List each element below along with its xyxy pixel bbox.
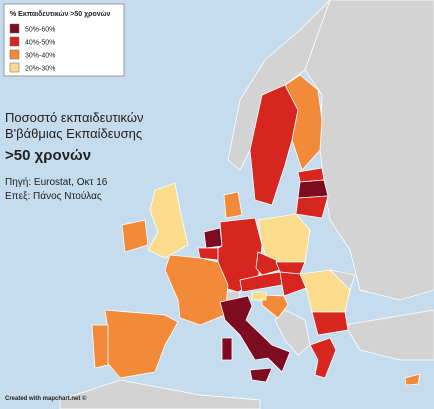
author: Επεξ: Πάνος Ντούλας (5, 190, 102, 202)
legend-title: % Εκπαιδευτικών >50 χρονών (10, 11, 111, 18)
croatia (261, 294, 289, 319)
legend-swatch (9, 36, 20, 47)
germany (217, 217, 263, 293)
legend-swatch (9, 62, 20, 73)
title-line: >50 χρονών (5, 147, 91, 164)
legend-label: 40%-50% (25, 40, 55, 47)
legend-label: 50%-60% (25, 27, 55, 34)
finland (284, 74, 323, 171)
czechia (255, 251, 281, 276)
hungary (279, 271, 307, 297)
legend-label: 30%-40% (25, 53, 55, 60)
sardinia (221, 337, 233, 361)
france (164, 254, 229, 326)
lithuania (295, 195, 329, 219)
eu-countries (91, 74, 421, 386)
legend-label: 20%-30% (25, 66, 55, 73)
slovenia (251, 291, 267, 301)
legend-items: 50%-60% 40%-50% 30%-40% 20%-30% (9, 23, 55, 73)
netherlands (203, 227, 223, 249)
cyprus (404, 373, 421, 386)
source: Πηγή: Eurostat, Οκτ 16 (5, 176, 108, 188)
legend-swatch (9, 49, 20, 60)
credit: Created with mapchart.net © (5, 395, 87, 402)
legend-swatch (9, 23, 20, 34)
poland (257, 213, 311, 263)
bulgaria (311, 311, 349, 336)
italy (219, 295, 291, 373)
ireland (121, 219, 149, 253)
portugal (91, 324, 109, 369)
legend-box (3, 3, 125, 77)
greece (309, 337, 337, 379)
denmark (223, 191, 243, 219)
uk (147, 182, 189, 259)
latvia (297, 179, 329, 199)
title-line: Β'βάθμιας Εκπαίδευσης (5, 126, 142, 141)
title-line: Ποσοστό εκπαιδευτικών (5, 110, 144, 125)
non-eu-land (59, 0, 434, 409)
sicily (249, 367, 273, 383)
